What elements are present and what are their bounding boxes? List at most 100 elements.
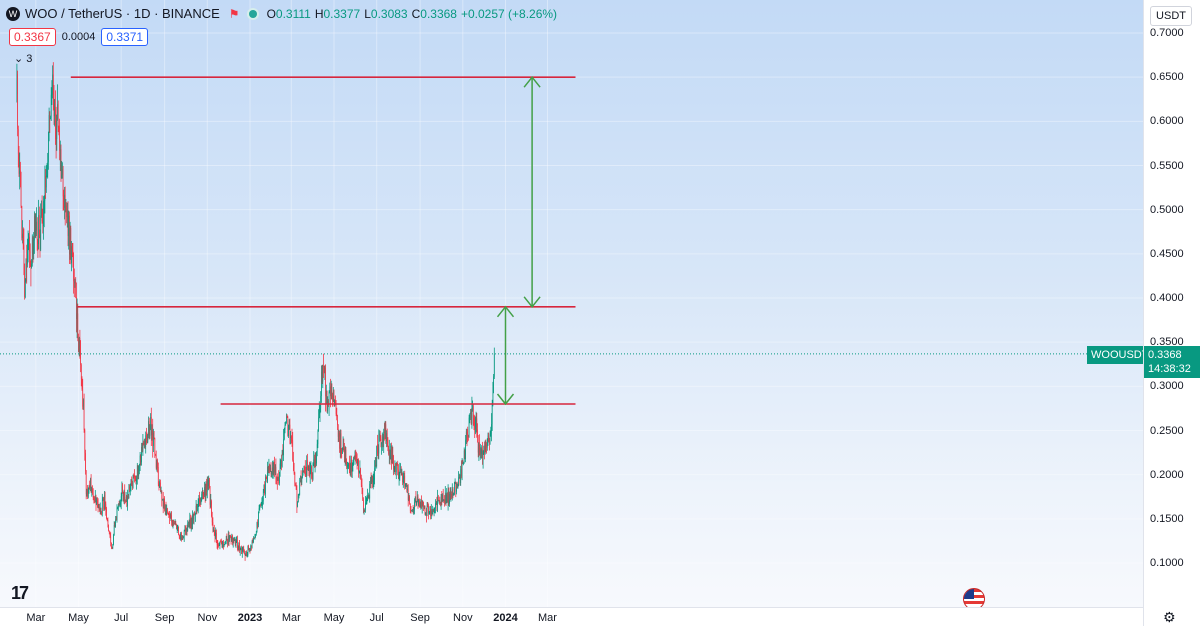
chart-plot-area[interactable]: W WOO / TetherUS · 1D · BINANCE ⚑ O0.311… [0,0,1143,607]
candle-body [428,505,429,514]
candle [52,62,54,111]
candle [76,282,77,333]
candle-body [211,501,212,517]
candle [118,503,119,511]
candle [244,553,246,561]
candle-body [24,268,25,298]
candle-body [325,390,327,397]
flag-icon[interactable]: ⚑ [228,6,240,21]
candle [366,495,368,505]
candle [123,489,125,504]
candle [254,533,256,540]
candle-body [362,488,364,500]
candle-body [365,502,367,504]
candle-body [311,477,313,480]
candle-body [97,504,99,508]
candle [393,454,394,476]
candle-body [324,367,326,373]
candle [36,217,38,251]
candle [355,451,357,464]
candle [72,242,74,268]
candle [85,449,86,475]
candle-body [124,491,126,500]
candle [347,462,349,469]
candle-body [38,215,40,235]
candle [351,455,352,478]
symbol-title[interactable]: WOO / TetherUS · 1D · BINANCE [25,6,220,21]
candle [192,510,194,530]
candle-body [408,497,410,500]
candle [408,492,410,502]
candle-body [293,464,295,473]
candle-body [291,439,293,441]
candle [188,519,190,528]
candle-body [322,365,324,382]
candle-body [402,479,404,483]
candle [376,445,378,469]
candle [67,201,69,247]
candle [143,439,145,449]
candle-body [38,215,39,245]
candle-body [309,465,310,476]
candle-body [102,498,104,501]
candle [54,98,56,127]
candle [472,400,474,412]
candle [174,519,176,525]
candle-body [189,518,191,527]
candle-body [105,503,107,509]
tradingview-logo-icon[interactable]: 17 [11,583,29,603]
currency-button[interactable]: USDT [1150,6,1192,26]
candle [58,125,60,136]
candle-body [78,337,80,353]
settings-gear-icon[interactable]: ⚙ [1163,609,1176,625]
arrows[interactable] [496,75,541,406]
candlestick-chart[interactable] [0,0,1143,607]
candle [485,439,487,453]
ohlc-key: C [411,7,421,21]
candle-body [263,484,265,492]
candle [25,258,27,283]
candle-body [360,477,362,486]
candle [423,505,425,510]
candle [24,263,26,300]
candle-body [49,115,51,119]
candle [356,453,358,470]
price-axis[interactable]: USDT 0.1000 0.1500 0.2000 0.2500 0.3000 0.350… [1143,0,1200,626]
candle-body [484,445,485,454]
candle-body [92,488,93,493]
candle-body [57,104,58,120]
candle-body [168,513,170,515]
economic-events-flag-icon[interactable] [963,588,985,607]
candle-body [179,537,181,539]
buy-price[interactable]: 0.3371 [101,28,149,46]
indicators-toggle[interactable]: ⌄ 3 [14,52,32,65]
horizontal-levels[interactable] [70,76,576,405]
candle [472,403,474,426]
candle [62,165,64,211]
candle [225,535,227,545]
candle-body [224,543,226,545]
candle-body [268,464,270,471]
candle [301,476,303,486]
candle-body [205,484,207,498]
market-status-icon[interactable] [248,9,257,18]
candle [168,511,170,518]
candle [471,396,473,429]
candle-body [374,464,376,469]
candle-body [177,526,179,529]
time-axis[interactable]: Mar May Jul Sep Nov 2023 Mar May Jul Sep Nov 2024 Ma… [0,607,1143,627]
candle-body [162,499,164,509]
candle [141,442,143,453]
candle-body [210,501,212,505]
candle-body [153,432,154,447]
candle-body [188,522,189,524]
candle-body [28,236,30,244]
candle [92,488,94,501]
symbol-legend[interactable]: W WOO / TetherUS · 1D · BINANCE ⚑ O0.311… [6,6,561,21]
candle-body [85,453,86,471]
candle-body [450,494,452,498]
last-price-value: 0.3368 [1148,348,1182,361]
candle-body [122,493,124,501]
candle [159,479,161,492]
sell-price[interactable]: 0.3367 [9,28,56,46]
